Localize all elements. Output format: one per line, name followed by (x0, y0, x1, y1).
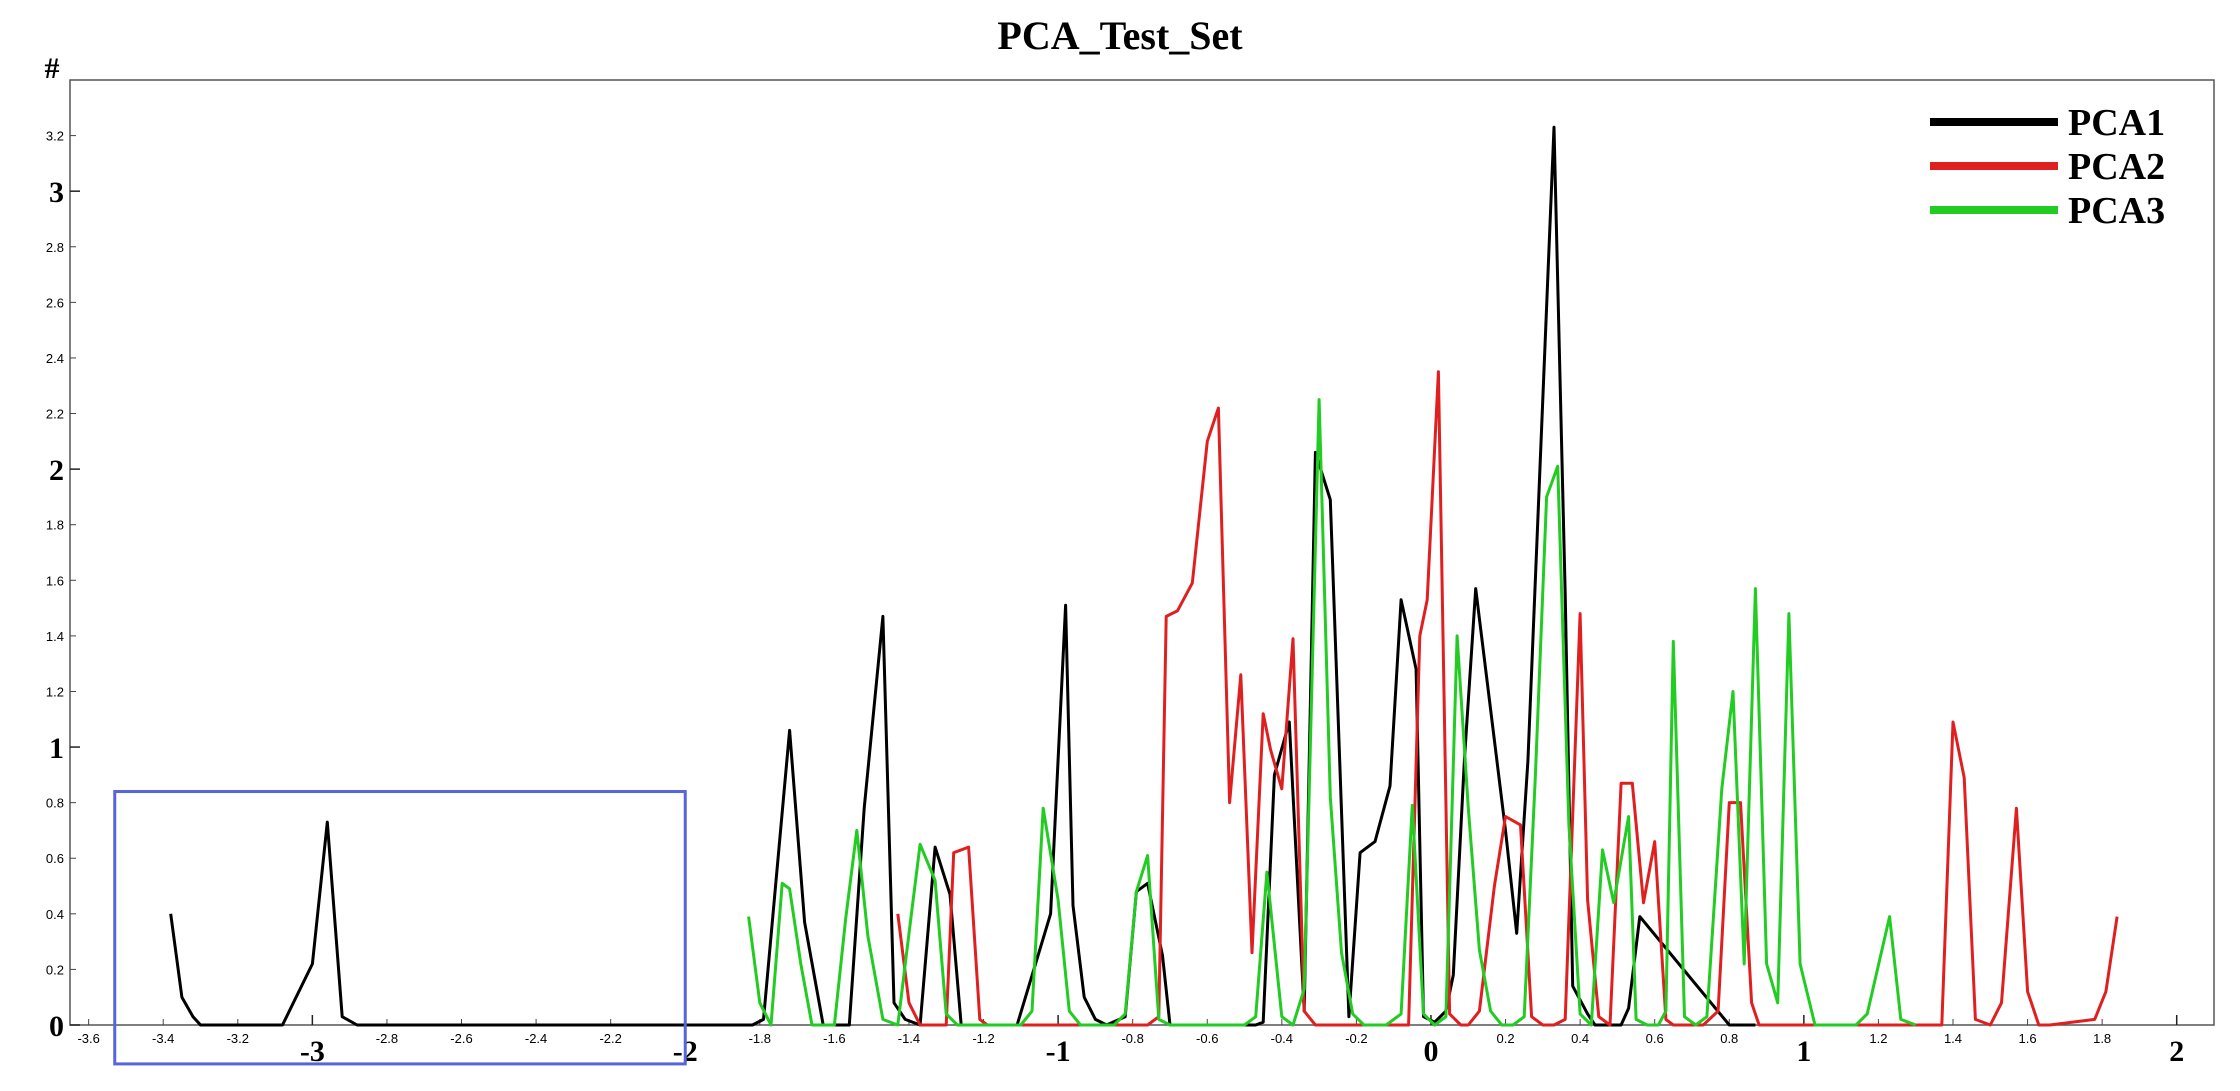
x-major-tick-label: -1 (1046, 1035, 1071, 1068)
x-minor-tick-label: -3.6 (77, 1031, 99, 1046)
x-major-tick-label: 2 (2169, 1035, 2184, 1068)
y-minor-tick-label: 0.2 (46, 962, 64, 977)
x-minor-tick-label: 1.2 (1869, 1031, 1887, 1046)
y-major-tick-label: 1 (49, 732, 64, 765)
y-minor-tick-label: 1.6 (46, 573, 64, 588)
y-minor-tick-label: 2.2 (46, 407, 64, 422)
legend-label-pca3: PCA3 (2068, 190, 2165, 232)
x-minor-tick-label: -2.8 (376, 1031, 398, 1046)
x-minor-tick-label: 0.2 (1497, 1031, 1515, 1046)
y-minor-tick-label: 0.8 (46, 796, 64, 811)
x-minor-tick-label: -0.6 (1196, 1031, 1218, 1046)
x-minor-tick-label: 0.8 (1720, 1031, 1738, 1046)
x-minor-tick-label: 1.4 (1944, 1031, 1962, 1046)
x-minor-tick-label: -1.6 (823, 1031, 845, 1046)
plot-frame (69, 79, 2215, 1026)
x-minor-tick-label: 1.8 (2093, 1031, 2111, 1046)
series-layer (169, 125, 2119, 1027)
series-line-pca3 (747, 398, 1917, 1027)
axes: # -3.6 -3.4 -3.2 -2.8 -2.6 -2.4 -2.2 -1.8 -1.6 -1.… (45, 52, 2215, 1068)
legend-label-pca1: PCA1 (2068, 102, 2165, 144)
y-minor-tick-label: 1.4 (46, 629, 64, 644)
x-minor-tick-label: 0.4 (1571, 1031, 1589, 1046)
x-major-tick-label: 1 (1796, 1035, 1811, 1068)
x-minor-tick-label: -0.2 (1345, 1031, 1367, 1046)
y-minor-tick-label: 1.2 (46, 684, 64, 699)
x-major-tick-label: 0 (1423, 1035, 1438, 1068)
x-minor-tick-label: -1.4 (898, 1031, 920, 1046)
x-minor-tick-label: -0.4 (1271, 1031, 1293, 1046)
x-minor-tick-label: -3.2 (227, 1031, 249, 1046)
annotation-layer (113, 790, 687, 1066)
y-minor-tick-label: 0.6 (46, 851, 64, 866)
series-line-pca1 (169, 125, 1756, 1027)
x-minor-tick-label: 1.6 (2019, 1031, 2037, 1046)
series-line-pca2 (896, 370, 2119, 1027)
x-minor-tick-label: -0.8 (1121, 1031, 1143, 1046)
x-minor-tick-label: -3.4 (152, 1031, 174, 1046)
y-minor-tick-label: 3.2 (46, 129, 64, 144)
x-minor-tick-label: -2.2 (599, 1031, 621, 1046)
highlight-box (113, 790, 687, 1066)
y-minor-tick-label: 1.8 (46, 518, 64, 533)
x-minor-tick-label: -2.4 (525, 1031, 547, 1046)
legend-label-pca2: PCA2 (2068, 146, 2165, 188)
y-minor-tick-label: 2.4 (46, 351, 64, 366)
y-axis-label: # (45, 52, 60, 85)
chart-title: PCA_Test_Set (997, 13, 1243, 58)
x-minor-tick-label: -1.2 (972, 1031, 994, 1046)
y-minor-tick-label: 2.6 (46, 295, 64, 310)
y-major-tick-label: 3 (49, 176, 64, 209)
x-minor-tick-label: -2.6 (450, 1031, 472, 1046)
y-minor-tick-label: 0.4 (46, 907, 64, 922)
y-major-tick-label: 0 (49, 1010, 64, 1043)
x-minor-tick-label: -1.8 (749, 1031, 771, 1046)
y-major-tick-label: 2 (49, 454, 64, 487)
x-minor-tick-label: 0.6 (1646, 1031, 1664, 1046)
y-minor-tick-label: 2.8 (46, 240, 64, 255)
